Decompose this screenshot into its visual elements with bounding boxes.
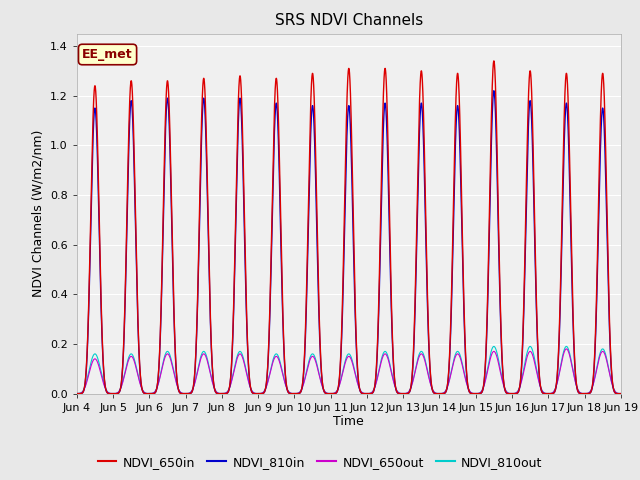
NDVI_650out bbox=[615, 391, 623, 396]
Y-axis label: NDVI Channels (W/m2/nm): NDVI Channels (W/m2/nm) bbox=[31, 130, 44, 297]
NDVI_650in bbox=[617, 391, 625, 396]
NDVI_650out bbox=[189, 385, 197, 391]
NDVI_650in bbox=[490, 58, 498, 64]
NDVI_810out bbox=[615, 391, 623, 396]
X-axis label: Time: Time bbox=[333, 415, 364, 429]
NDVI_650in bbox=[276, 205, 284, 211]
NDVI_650out bbox=[617, 391, 625, 396]
NDVI_810out bbox=[189, 385, 197, 391]
NDVI_650out bbox=[563, 346, 570, 352]
NDVI_650in bbox=[501, 387, 509, 393]
Legend: NDVI_650in, NDVI_810in, NDVI_650out, NDVI_810out: NDVI_650in, NDVI_810in, NDVI_650out, NDV… bbox=[93, 451, 547, 474]
NDVI_650out bbox=[184, 391, 191, 396]
NDVI_810out bbox=[73, 391, 81, 396]
NDVI_810out bbox=[276, 360, 284, 366]
NDVI_810out bbox=[501, 386, 509, 392]
NDVI_650out bbox=[424, 370, 431, 376]
NDVI_810in bbox=[276, 220, 284, 226]
NDVI_650in bbox=[189, 385, 197, 391]
NDVI_650in bbox=[424, 304, 431, 310]
NDVI_650in bbox=[184, 391, 191, 396]
NDVI_810in bbox=[490, 88, 498, 94]
NDVI_650out bbox=[73, 391, 81, 396]
NDVI_810out bbox=[184, 391, 191, 396]
NDVI_810in bbox=[617, 391, 625, 396]
NDVI_810out bbox=[424, 369, 431, 374]
NDVI_650in bbox=[73, 391, 81, 396]
NDVI_810in bbox=[615, 391, 623, 396]
NDVI_650out bbox=[276, 362, 284, 368]
Line: NDVI_650in: NDVI_650in bbox=[77, 61, 621, 394]
NDVI_810in bbox=[501, 388, 509, 394]
NDVI_810in bbox=[73, 391, 81, 396]
NDVI_810in bbox=[184, 391, 191, 396]
NDVI_810in bbox=[189, 385, 197, 391]
NDVI_650in bbox=[615, 391, 623, 396]
Text: EE_met: EE_met bbox=[82, 48, 133, 61]
Line: NDVI_810out: NDVI_810out bbox=[77, 347, 621, 394]
NDVI_810out bbox=[563, 344, 570, 349]
Title: SRS NDVI Channels: SRS NDVI Channels bbox=[275, 13, 423, 28]
NDVI_810in bbox=[424, 312, 431, 318]
Line: NDVI_650out: NDVI_650out bbox=[77, 349, 621, 394]
Line: NDVI_810in: NDVI_810in bbox=[77, 91, 621, 394]
NDVI_650out bbox=[501, 386, 509, 392]
NDVI_810out bbox=[617, 391, 625, 396]
